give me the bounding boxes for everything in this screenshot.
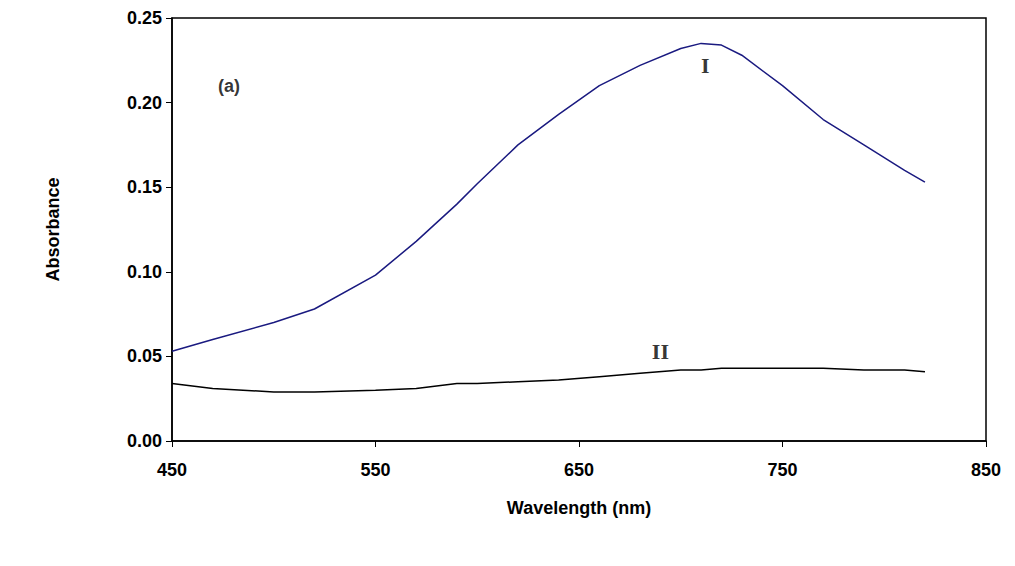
svg-text:0.25: 0.25 bbox=[127, 8, 162, 28]
svg-text:0.10: 0.10 bbox=[127, 262, 162, 282]
svg-text:0.20: 0.20 bbox=[127, 93, 162, 113]
svg-text:550: 550 bbox=[360, 460, 390, 480]
svg-text:450: 450 bbox=[157, 460, 187, 480]
svg-text:Wavelength (nm): Wavelength (nm) bbox=[507, 498, 651, 518]
svg-text:I: I bbox=[701, 53, 710, 78]
svg-text:0.00: 0.00 bbox=[127, 431, 162, 451]
svg-text:850: 850 bbox=[971, 460, 1001, 480]
svg-text:0.15: 0.15 bbox=[127, 177, 162, 197]
svg-text:II: II bbox=[652, 339, 669, 364]
svg-text:650: 650 bbox=[564, 460, 594, 480]
svg-text:0.05: 0.05 bbox=[127, 346, 162, 366]
svg-text:Absorbance: Absorbance bbox=[43, 177, 63, 281]
svg-text:750: 750 bbox=[767, 460, 797, 480]
svg-text:(a): (a) bbox=[218, 76, 240, 96]
